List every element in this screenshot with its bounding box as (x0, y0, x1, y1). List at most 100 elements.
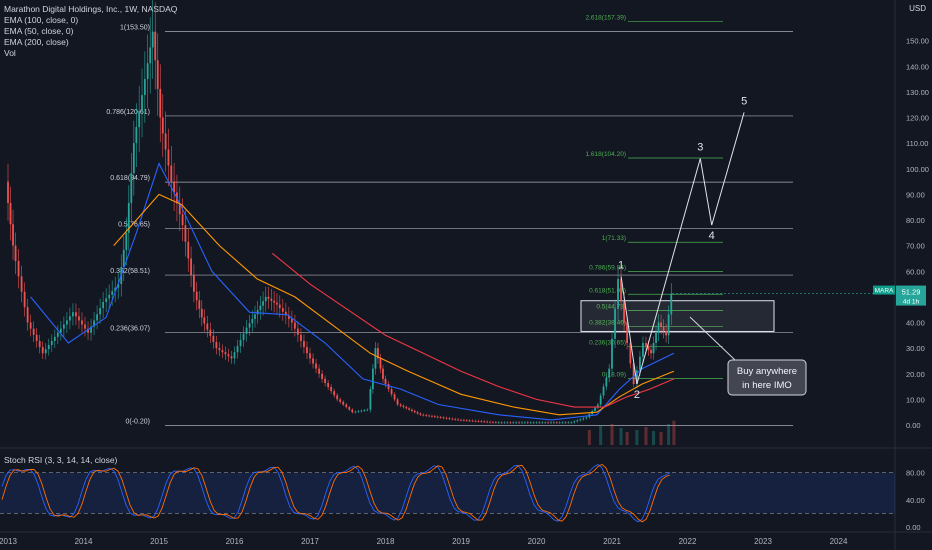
candle-body (605, 377, 608, 387)
candle-body (594, 407, 596, 411)
candle-body (451, 418, 454, 420)
candle-body (662, 326, 665, 332)
candle-body (639, 356, 641, 371)
indicator-volume[interactable]: Vol (4, 48, 16, 58)
symbol-tag (873, 285, 895, 295)
candle-body (354, 411, 357, 413)
candle-body (665, 331, 668, 336)
candle-body (357, 411, 360, 412)
candle-body (72, 312, 74, 317)
indicator-ema100[interactable]: EMA (100, close, 0) (4, 15, 79, 25)
candle-body (405, 407, 408, 409)
candle-body (579, 419, 582, 421)
candle-body (336, 395, 339, 400)
candle-body (117, 284, 120, 288)
volume-bar (667, 424, 671, 445)
indicator-ema200[interactable]: EMA (200, close) (4, 37, 69, 47)
candle-body (90, 326, 92, 333)
candle-body (547, 422, 550, 424)
candle-body (178, 203, 181, 215)
candle-body (59, 328, 62, 333)
wave-label: 1 (618, 259, 624, 271)
candle-body (623, 300, 625, 323)
stoch-rsi-d-line (1, 463, 671, 523)
volume-bar (587, 430, 591, 445)
candle-body (62, 324, 65, 329)
candle-body (645, 343, 647, 347)
fib-extension-label: 0.5(44.73) (596, 303, 626, 310)
currency-label[interactable]: USD (909, 4, 926, 13)
y-tick-label: 40.00 (906, 319, 925, 328)
x-tick-label: 2014 (75, 537, 93, 546)
stoch-rsi-title[interactable]: Stoch RSI (3, 3, 14, 14, close) (4, 455, 118, 465)
candle-body (224, 352, 227, 355)
candle-body (233, 352, 236, 359)
candle-body (561, 422, 564, 424)
candle-body (363, 410, 366, 411)
candle-body (650, 349, 652, 354)
candle-body (26, 307, 29, 323)
candle-body (32, 328, 35, 335)
candle-body (538, 422, 541, 424)
candle-body (143, 79, 146, 96)
candle-body (515, 422, 518, 424)
candle-body (614, 308, 616, 339)
candle-body (486, 421, 489, 423)
y-tick-label: 120.00 (906, 114, 929, 123)
candle-body (632, 363, 635, 384)
candle-body (287, 315, 290, 319)
fib-extension-label: 0.382(38.46) (589, 319, 626, 326)
x-tick-label: 2021 (603, 537, 621, 546)
candle-body (541, 422, 544, 424)
candle-body (657, 322, 660, 333)
candle-body (454, 419, 457, 420)
candle-body (494, 422, 497, 424)
fib-extension-label: 1(71.33) (602, 235, 626, 242)
fib-extension-label: 0.236(30.65) (589, 339, 626, 346)
candle-body (436, 416, 439, 418)
candle-body (372, 368, 374, 390)
candle-body (239, 339, 242, 347)
candle-body (387, 384, 390, 390)
candle-body (500, 422, 503, 424)
fib-retracement-label: 0.786(120.61) (106, 109, 150, 116)
candle-body (413, 410, 416, 413)
candle-body (465, 420, 468, 422)
candle-body (422, 414, 425, 416)
candle-body (390, 389, 393, 395)
wave-label: 3 (697, 142, 703, 154)
candle-body (65, 320, 68, 325)
candle-body (122, 249, 125, 267)
candle-body (463, 420, 465, 421)
candle-body (151, 31, 154, 48)
candle-body (294, 322, 296, 329)
candle-body (647, 346, 650, 350)
candle-body (245, 327, 248, 334)
indicator-ema50[interactable]: EMA (50, close, 0) (4, 26, 74, 36)
candle-body (576, 420, 579, 422)
candle-body (393, 394, 396, 400)
candle-body (50, 340, 53, 346)
candle-body (218, 348, 221, 351)
candle-body (93, 320, 95, 327)
y-tick-label: 30.00 (906, 344, 925, 353)
candle-body (509, 422, 512, 424)
candle-body (75, 312, 77, 317)
candle-body (35, 334, 38, 341)
candle-body (53, 336, 56, 341)
candle-body (206, 323, 209, 330)
candle-body (264, 296, 267, 302)
fib-extension-label: 0.618(51.01) (589, 287, 626, 294)
candle-body (297, 328, 299, 335)
fib-retracement-label: 0.382(58.51) (110, 268, 150, 275)
candle-body (374, 348, 377, 369)
candle-body (284, 311, 287, 316)
candle-body (87, 328, 89, 333)
y-tick-label: 140.00 (906, 62, 929, 71)
candle-body (102, 302, 105, 309)
candle-body (532, 422, 535, 424)
volume-bar (619, 428, 623, 445)
candle-body (460, 419, 462, 421)
candle-body (114, 287, 117, 292)
